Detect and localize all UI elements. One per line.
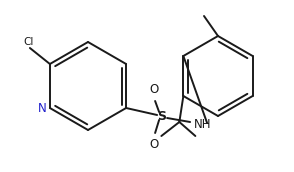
- Text: Cl: Cl: [24, 37, 34, 47]
- Text: N: N: [38, 101, 47, 115]
- Text: O: O: [149, 138, 159, 151]
- Text: S: S: [158, 110, 167, 122]
- Text: O: O: [149, 83, 159, 96]
- Text: NH: NH: [194, 117, 212, 131]
